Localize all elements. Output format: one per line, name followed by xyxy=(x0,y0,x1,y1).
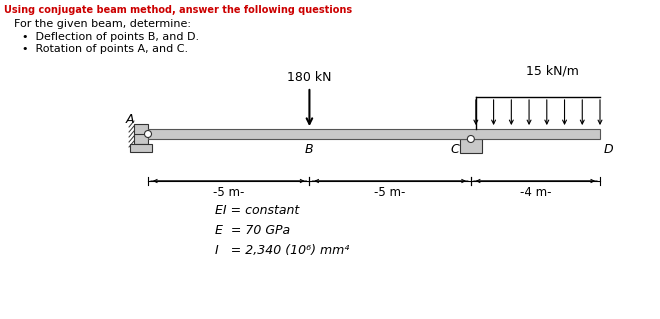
Text: •  Rotation of points A, and C.: • Rotation of points A, and C. xyxy=(22,44,188,54)
Bar xyxy=(134,124,148,144)
Text: 180 kN: 180 kN xyxy=(287,71,332,84)
Text: A: A xyxy=(126,113,134,126)
Text: For the given beam, determine:: For the given beam, determine: xyxy=(14,19,191,29)
Text: C: C xyxy=(451,143,459,156)
Text: B: B xyxy=(305,143,314,156)
Text: E  = 70 GPa: E = 70 GPa xyxy=(215,224,290,237)
Text: -5 m-: -5 m- xyxy=(213,186,244,199)
Text: EI = constant: EI = constant xyxy=(215,204,299,217)
Bar xyxy=(148,129,600,139)
Circle shape xyxy=(145,130,152,137)
Circle shape xyxy=(467,136,475,143)
Bar xyxy=(460,139,482,153)
Text: -5 m-: -5 m- xyxy=(374,186,406,199)
Text: •  Deflection of points B, and D.: • Deflection of points B, and D. xyxy=(22,32,199,42)
Bar xyxy=(130,144,152,152)
Text: -4 m-: -4 m- xyxy=(519,186,551,199)
Text: D: D xyxy=(603,143,613,156)
Text: 15 kN/m: 15 kN/m xyxy=(527,64,579,77)
Text: Using conjugate beam method, answer the following questions: Using conjugate beam method, answer the … xyxy=(4,5,352,15)
Text: I   = 2,340 (10⁶) mm⁴: I = 2,340 (10⁶) mm⁴ xyxy=(215,244,349,257)
